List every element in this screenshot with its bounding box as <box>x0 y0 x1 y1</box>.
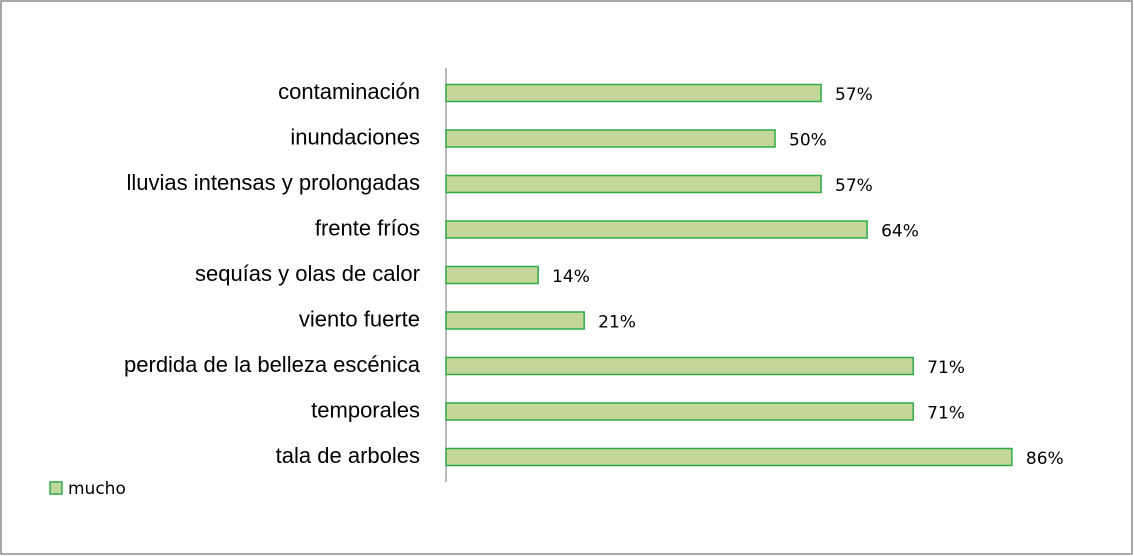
bar <box>445 220 868 239</box>
bar <box>445 311 585 330</box>
legend-label: mucho <box>68 479 126 499</box>
y-tick-label: inundaciones <box>290 124 420 149</box>
bar <box>445 129 776 148</box>
data-label: 14% <box>552 267 590 287</box>
y-tick-label: tala de arboles <box>276 443 420 468</box>
bar <box>445 402 914 421</box>
y-tick-label: lluvias intensas y prolongadas <box>126 170 420 195</box>
legend-swatch <box>49 481 63 495</box>
data-label: 71% <box>927 358 965 378</box>
data-label: 21% <box>598 313 636 333</box>
data-label: 57% <box>835 176 873 196</box>
data-label: 71% <box>927 404 965 424</box>
bar <box>445 265 539 285</box>
data-label: 50% <box>789 131 827 151</box>
bar <box>445 356 914 376</box>
y-tick-label: frente fríos <box>315 215 420 240</box>
bar <box>445 174 822 194</box>
y-tick-label: perdida de la belleza escénica <box>124 352 421 377</box>
y-tick-label: temporales <box>311 397 420 422</box>
data-label: 86% <box>1026 449 1064 469</box>
y-tick-label: viento fuerte <box>299 306 420 331</box>
bar <box>445 447 1013 467</box>
y-tick-label: sequías y olas de calor <box>195 261 420 286</box>
data-label: 64% <box>881 222 919 242</box>
y-tick-label: contaminación <box>278 79 420 104</box>
bar <box>445 83 822 103</box>
data-label: 57% <box>835 85 873 105</box>
